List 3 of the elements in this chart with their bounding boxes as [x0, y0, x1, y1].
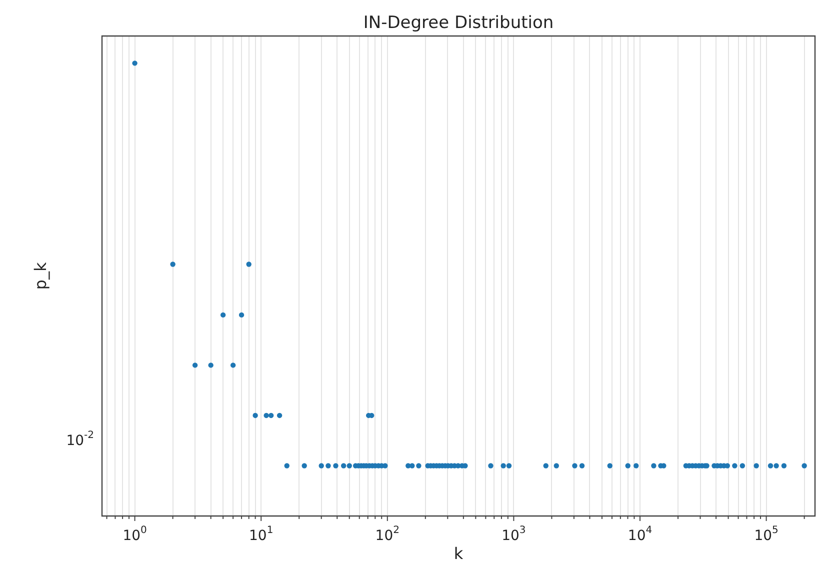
x-axis-title: k [454, 544, 464, 563]
y-axis-title: p_k [31, 262, 50, 290]
chart-title: IN-Degree Distribution [363, 13, 554, 33]
